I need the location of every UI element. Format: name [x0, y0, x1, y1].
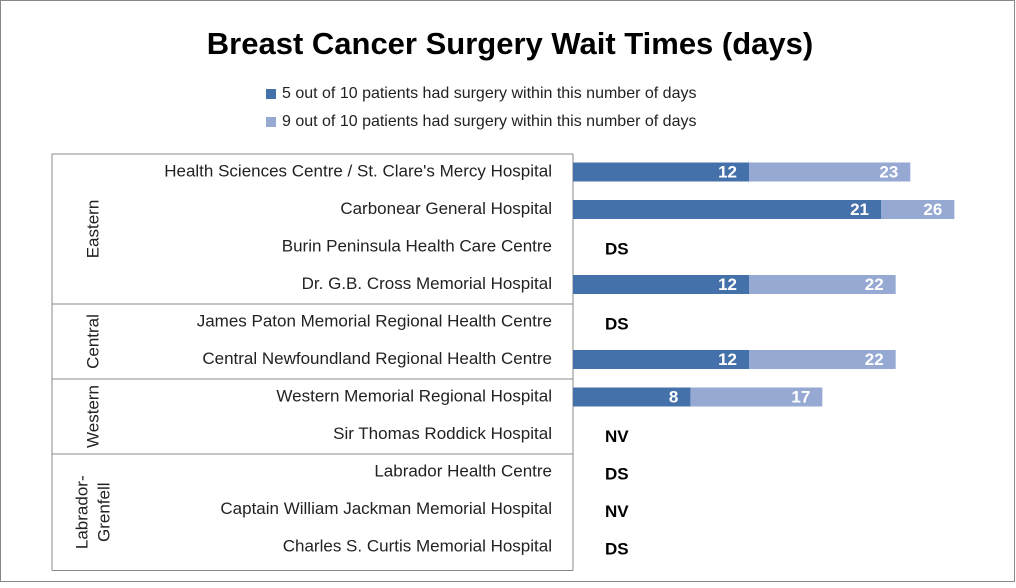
value-label: 26: [923, 200, 942, 219]
value-label: 12: [718, 350, 737, 369]
value-label: 22: [865, 350, 884, 369]
legend-swatch: [266, 89, 276, 99]
status-label: NV: [605, 502, 629, 521]
group-label: Labrador-: [72, 475, 91, 549]
category-label: Captain William Jackman Memorial Hospita…: [220, 499, 552, 518]
category-label: Labrador Health Centre: [374, 461, 552, 480]
legend-label: 9 out of 10 patients had surgery within …: [282, 113, 696, 130]
category-label: Sir Thomas Roddick Hospital: [333, 424, 552, 443]
value-label: 23: [879, 162, 898, 181]
group-label: Eastern: [83, 200, 102, 259]
category-label: Western Memorial Regional Hospital: [276, 386, 552, 405]
status-label: NV: [605, 427, 629, 446]
bar: [573, 350, 749, 369]
category-label: Central Newfoundland Regional Health Cen…: [202, 349, 552, 368]
status-label: DS: [605, 314, 629, 333]
bar: [573, 162, 749, 182]
category-label: Carbonear General Hospital: [340, 199, 552, 218]
legend-label: 5 out of 10 patients had surgery within …: [282, 85, 696, 102]
group-label: Grenfell: [94, 482, 113, 542]
category-label: Burin Peninsula Health Care Centre: [282, 236, 552, 255]
category-label: James Paton Memorial Regional Health Cen…: [197, 311, 552, 330]
legend-swatch: [266, 117, 276, 127]
group-label: Central: [83, 314, 102, 369]
value-label: 21: [850, 200, 869, 219]
status-label: DS: [605, 239, 629, 258]
value-label: 8: [669, 387, 678, 406]
chart-title: Breast Cancer Surgery Wait Times (days): [207, 26, 813, 61]
bar: [573, 200, 881, 219]
category-label: Health Sciences Centre / St. Clare's Mer…: [164, 161, 552, 180]
group-label: Western: [83, 385, 102, 448]
value-label: 12: [718, 162, 737, 181]
bar: [573, 387, 691, 407]
value-label: 22: [865, 275, 884, 294]
category-label: Dr. G.B. Cross Memorial Hospital: [302, 274, 552, 293]
value-label: 17: [791, 387, 810, 406]
status-label: DS: [605, 464, 629, 483]
bar: [573, 275, 749, 294]
category-label: Charles S. Curtis Memorial Hospital: [283, 536, 552, 555]
value-label: 12: [718, 275, 737, 294]
status-label: DS: [605, 539, 629, 558]
